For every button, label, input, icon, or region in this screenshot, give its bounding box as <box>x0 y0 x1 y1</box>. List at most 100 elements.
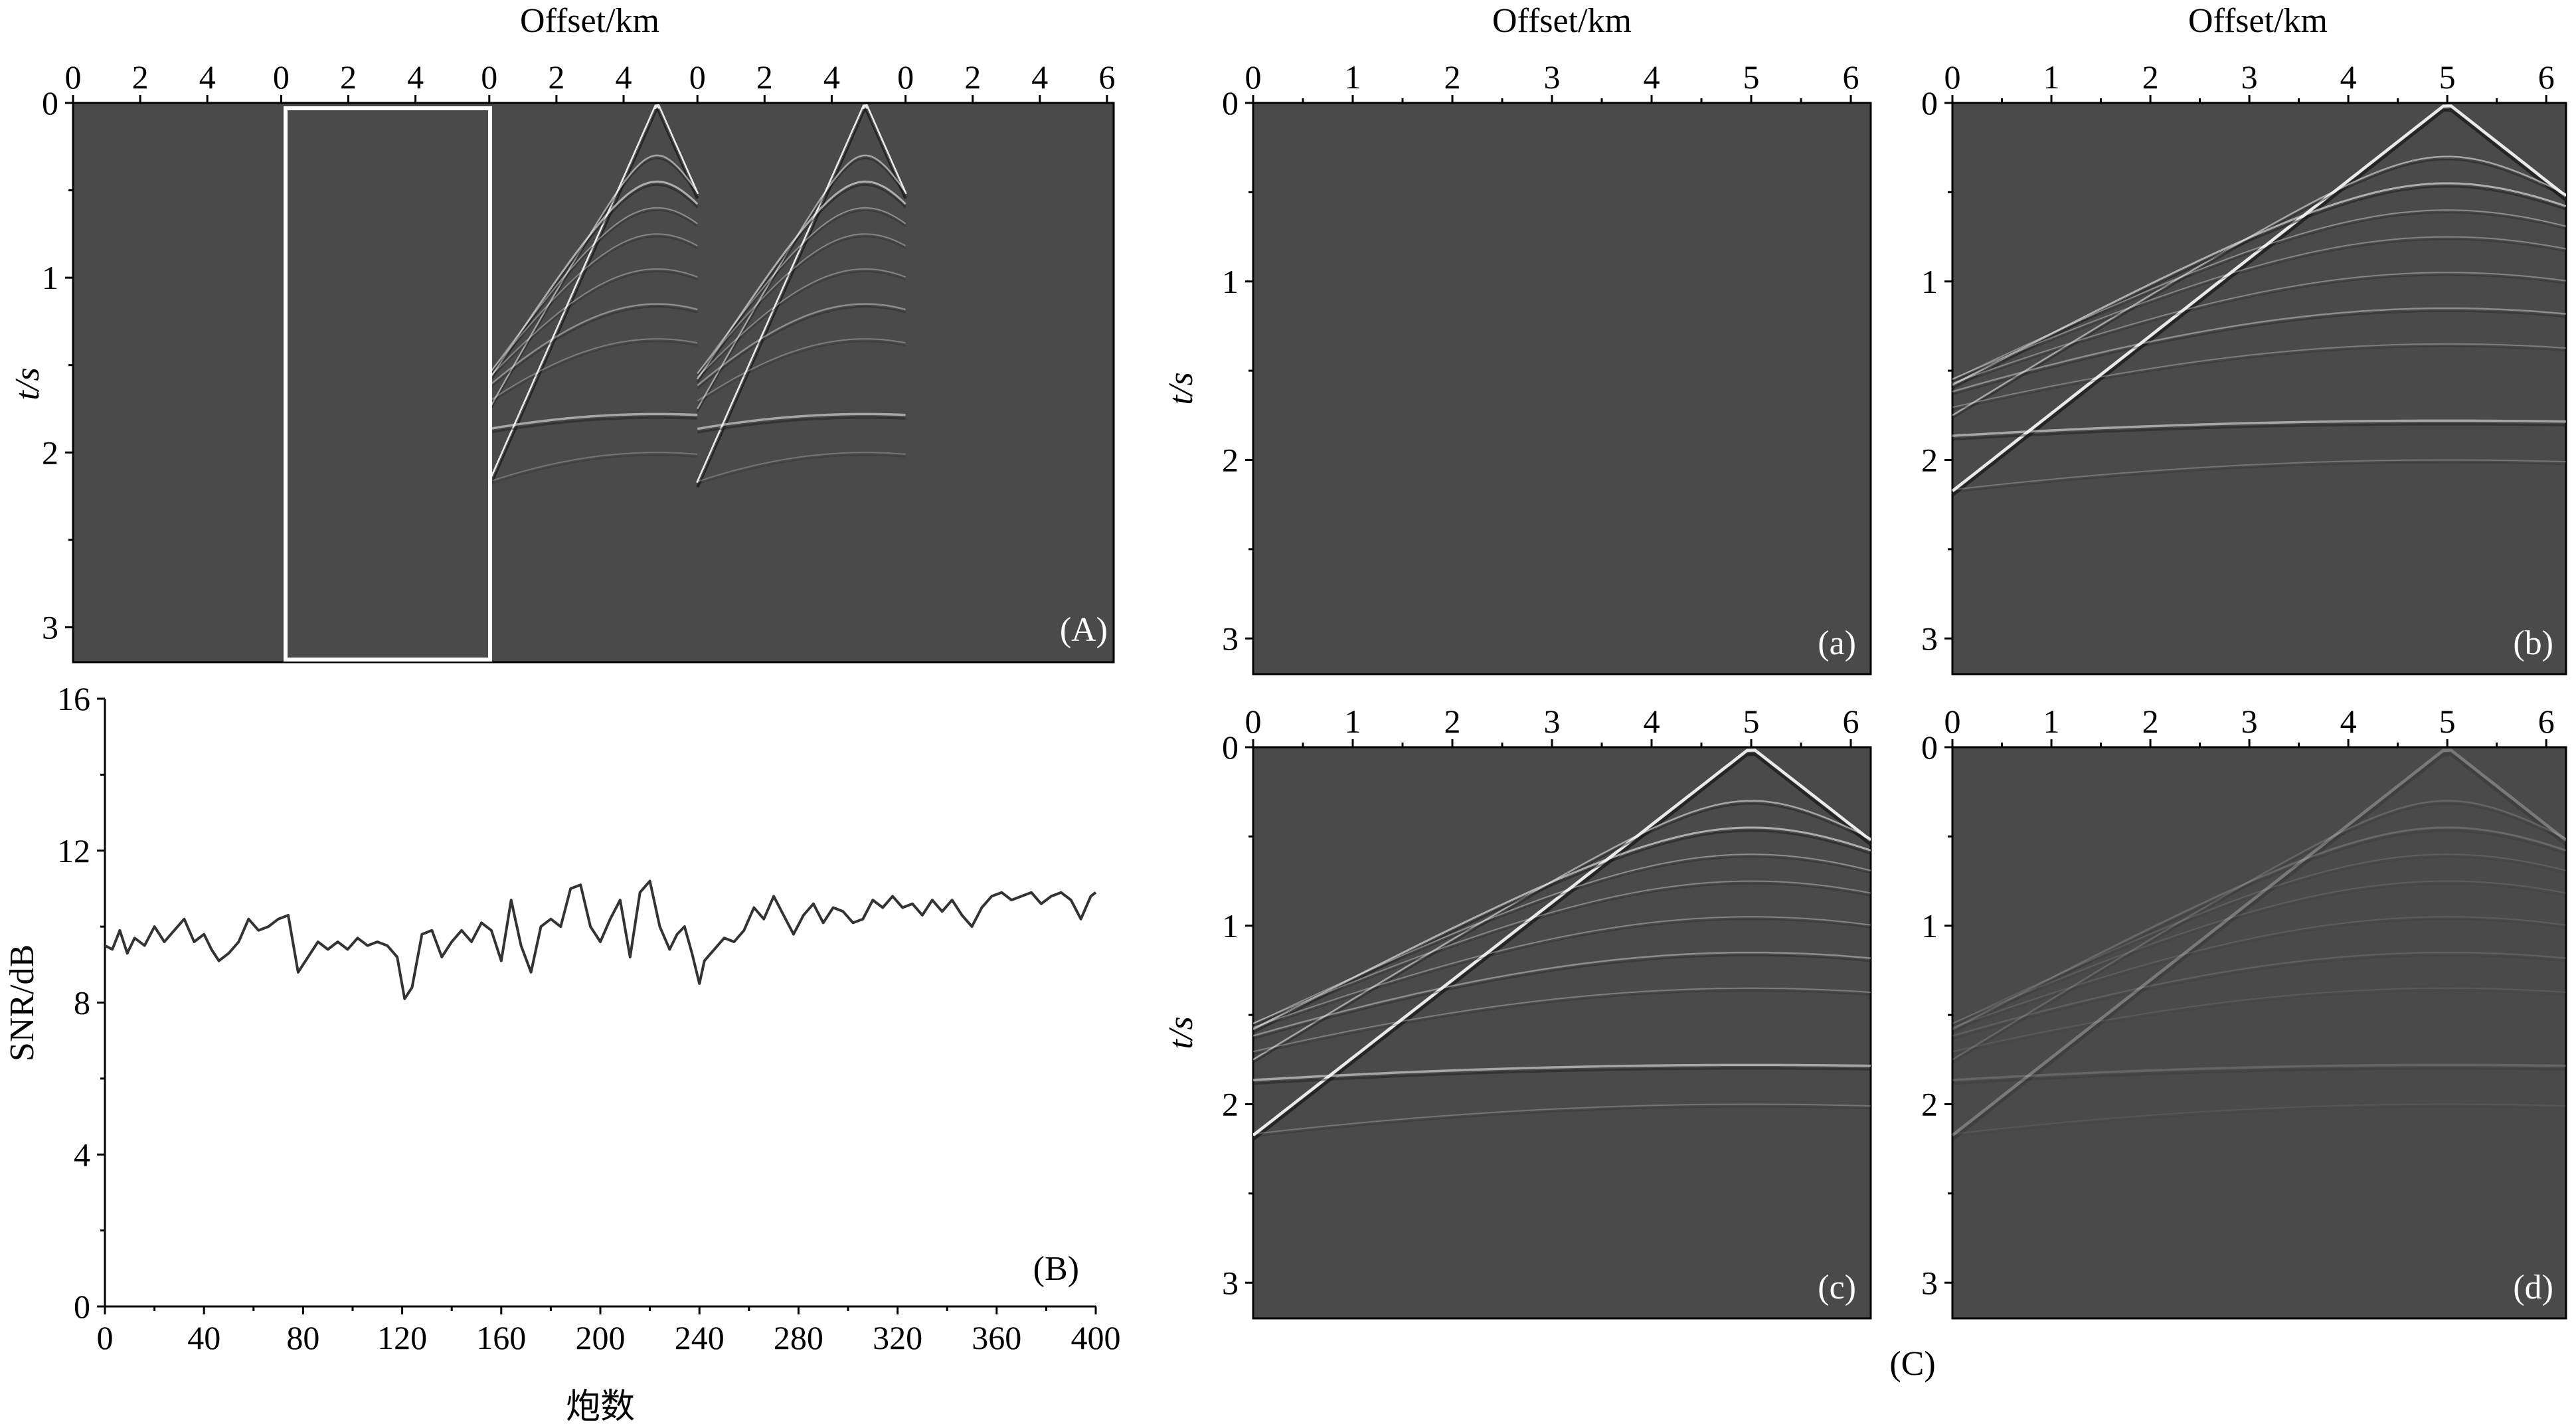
panel-B-x-tick-label: 320 <box>873 1319 922 1356</box>
panel-b-event-dark <box>1952 108 2566 497</box>
a-y-tick-label: 1 <box>1222 263 1239 300</box>
panel-A-y-tick-label: 2 <box>42 434 58 471</box>
panel-d-event-dark <box>1952 802 2566 1063</box>
panel-b-event-bright <box>1952 459 2566 491</box>
c-x-tick-label: 1 <box>1345 703 1361 740</box>
panel-A-x-tick-label: 2 <box>964 58 981 96</box>
panel-b-gather <box>1952 104 2566 497</box>
panel-c-event-bright <box>1253 826 1871 1031</box>
panel-A-x-tick-label: 0 <box>897 58 914 96</box>
panel-A-gather-2-event-bright <box>489 338 698 402</box>
panel-B-x-tick-label: 360 <box>972 1319 1021 1356</box>
panel-A-x-tick-label: 6 <box>1098 58 1115 96</box>
panel-d-event-dark <box>1952 1106 2566 1138</box>
panel-A-gather-2-event-bright <box>489 268 698 378</box>
d-x-tick-label: 5 <box>2439 703 2456 740</box>
c-x-tick-label: 4 <box>1644 703 1660 740</box>
panel-A-gather-2-event-dark <box>489 236 698 377</box>
panel-c-event-dark <box>1253 919 1871 1031</box>
panel-c-event-dark <box>1253 954 1871 1040</box>
d-x-tick-label: 2 <box>2142 703 2159 740</box>
panel-b-event-bright <box>1952 419 2566 437</box>
panel-A-gather-2-event-bright <box>488 154 699 410</box>
panel-A-gather-2-event-bright <box>489 303 698 387</box>
panel-A-gather-3-event-bright <box>697 338 906 402</box>
panel-A-highlight-box <box>284 106 492 662</box>
panel-A-gather-2-event-dark <box>489 454 698 486</box>
panel-B-y-tick-label: 0 <box>74 1288 90 1325</box>
panel-B-x-tick-label: 80 <box>286 1319 319 1356</box>
panel-b-event-bright <box>1952 104 2566 492</box>
panel-d-event-dark <box>1952 1067 2566 1085</box>
panel-A-label: (A) <box>1060 611 1108 649</box>
panel-b-y-ticks: 0 1 2 3 <box>1921 84 1952 657</box>
b-x-tick-label: 0 <box>1944 58 1961 96</box>
b-x-tick-label: 2 <box>2142 58 2159 96</box>
panel-d-event-bright <box>1952 800 2566 1061</box>
panel-c-label: (c) <box>1818 1269 1856 1306</box>
panel-A-gather-2-event-bright <box>488 180 699 380</box>
c-x-tick-label: 0 <box>1245 703 1262 740</box>
panel-c-y-title: t/s <box>1162 1016 1200 1049</box>
panel-d-gather <box>1952 749 2566 1141</box>
panel-A-gather-2-event-dark <box>489 271 698 381</box>
panel-A-x-tick-label: 4 <box>407 58 424 96</box>
panel-A-gather-2-event-bright <box>489 452 698 483</box>
panel-b-event-dark <box>1952 345 2566 411</box>
panel-B-x-tick-label: 400 <box>1071 1319 1121 1356</box>
c-y-tick-label: 1 <box>1222 907 1239 944</box>
panel-c-gather <box>1253 749 1871 1141</box>
panel-A-gather-3-event-bright <box>697 412 906 430</box>
c-y-tick-label: 2 <box>1222 1086 1239 1123</box>
panel-B-label: (B) <box>1033 1250 1079 1288</box>
panel-a-label: (a) <box>1818 624 1856 662</box>
panel-A-gather-2-event-bright <box>488 207 698 375</box>
panel-A-gather-3-event-bright <box>697 268 906 378</box>
panel-A-gather-2-event-dark <box>488 183 699 383</box>
panel-A-gather-2-event-bright <box>489 412 698 430</box>
panel-A-gather-2-event-bright <box>489 233 698 374</box>
panel-A-gather-3-event-bright <box>697 452 906 483</box>
panel-d-event-dark <box>1952 990 2566 1055</box>
panel-A: 0 2 4 0 2 4 0 2 4 0 2 4 0 2 4 6 0 1 2 3 Offset/km t/s (A) <box>9 2 1115 664</box>
panel-A-gather-3-event-dark <box>697 416 906 434</box>
b-y-tick-label: 0 <box>1921 84 1938 122</box>
panel-A-plot-area <box>72 102 1115 664</box>
panel-A-gather-3-event-dark <box>696 108 907 488</box>
panel-b-label: (b) <box>2513 624 2553 662</box>
a-x-tick-label: 5 <box>1743 58 1760 96</box>
panel-d-event-bright <box>1952 853 2566 1025</box>
panel-c-event-bright <box>1253 1103 1871 1135</box>
panel-b-event-dark <box>1952 462 2566 493</box>
panel-A-x-tick-label: 4 <box>823 58 840 96</box>
b-x-tick-label: 1 <box>2043 58 2060 96</box>
panel-b-event-dark <box>1952 185 2566 390</box>
panel-A-x-tick-label: 2 <box>132 58 149 96</box>
panel-B-x-tick-label: 40 <box>187 1319 220 1356</box>
panel-A-gather-3-event-dark <box>697 454 906 486</box>
panel-A-gather-3-event-bright <box>697 233 906 374</box>
panel-B: 0 40 80 120 160 200 240 280 320 360 400 0 4 8 12 16 炮数… <box>3 680 1121 1426</box>
panel-A-y-tick-label: 1 <box>42 259 58 296</box>
b-x-tick-label: 3 <box>2241 58 2258 96</box>
panel-B-x-tick-label: 200 <box>576 1319 626 1356</box>
d-y-tick-label: 0 <box>1921 729 1938 766</box>
panel-d-event-bright <box>1952 916 2566 1028</box>
panel-A-gather-3-event-bright <box>696 104 907 484</box>
c-x-tick-label: 6 <box>1843 703 1859 740</box>
panel-b-event-dark <box>1952 423 2566 441</box>
panel-b: 0 1 2 3 4 5 6 0 1 2 3 Offset/km (b) <box>1921 2 2567 675</box>
panel-c-event-dark <box>1253 883 1871 1027</box>
panel-d-event-dark <box>1952 753 2566 1141</box>
panel-b-event-dark <box>1952 212 2566 383</box>
panel-A-x-tick-label: 0 <box>689 58 706 96</box>
panel-d-event-dark <box>1952 954 2566 1040</box>
panel-c-x-ticks: 0 1 2 3 4 5 6 <box>1245 703 1859 747</box>
panel-b-event-dark <box>1952 238 2566 383</box>
b-y-tick-label: 3 <box>1921 620 1938 657</box>
c-x-tick-label: 3 <box>1544 703 1561 740</box>
panel-b-event-dark <box>1952 310 2566 396</box>
panel-b-x-ticks: 0 1 2 3 4 5 6 <box>1944 58 2555 103</box>
panel-A-x-title: Offset/km <box>520 2 659 40</box>
panel-A-y-ticks: 0 1 2 3 <box>42 84 73 646</box>
